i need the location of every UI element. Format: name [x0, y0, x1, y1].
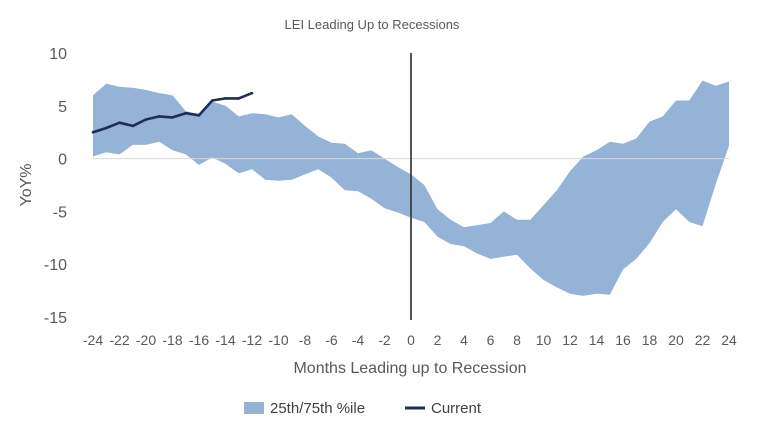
current-series-point [171, 116, 174, 119]
current-series-point [104, 126, 108, 130]
y-tick-label: 0 [58, 152, 67, 169]
y-tick-label: 5 [58, 99, 67, 116]
x-tick-label: -24 [83, 332, 103, 348]
x-tick-label: -10 [268, 332, 288, 348]
current-series-point [144, 118, 148, 121]
x-tick-label: 16 [615, 332, 631, 348]
x-tick-label: 4 [460, 332, 468, 348]
x-tick-label: -20 [136, 332, 156, 348]
current-series-point [131, 124, 135, 128]
x-tick-label: 20 [668, 332, 684, 348]
current-series-point [184, 111, 188, 115]
y-tick-labels: 10 5 0 -5 -10 -15 [44, 46, 67, 327]
x-tick-label: -8 [299, 332, 312, 348]
chart-title: LEI Leading Up to Recessions [285, 17, 460, 32]
legend-band-label: 25th/75th %ile [270, 400, 365, 417]
x-axis-label: Months Leading up to Recession [293, 360, 526, 377]
y-tick-label: -15 [44, 310, 67, 327]
current-series-point [224, 97, 227, 100]
current-series-point [250, 91, 254, 95]
x-tick-label: -4 [352, 332, 365, 348]
legend: 25th/75th %ile Current [244, 400, 482, 417]
x-tick-label: -6 [325, 332, 338, 348]
x-tick-label: 18 [642, 332, 658, 348]
x-tick-label: -12 [242, 332, 262, 348]
x-tick-label: 14 [589, 332, 605, 348]
legend-line-label: Current [431, 400, 482, 417]
current-series-point [118, 121, 121, 124]
x-tick-label: -14 [215, 332, 235, 348]
current-series-point [210, 99, 214, 102]
current-series-point [91, 130, 95, 134]
x-tick-label: 24 [721, 332, 737, 348]
x-tick-label: 8 [513, 332, 521, 348]
x-tick-label: 10 [536, 332, 552, 348]
current-series-point [157, 115, 161, 118]
x-tick-label: -22 [109, 332, 129, 348]
y-axis-label: YoY% [18, 164, 35, 207]
x-tick-label: -16 [189, 332, 209, 348]
y-tick-label: -10 [44, 257, 67, 274]
x-tick-label: -18 [162, 332, 182, 348]
x-tick-label: 0 [407, 332, 415, 348]
x-tick-labels: -24 -22 -20 -18 -16 -14 -12 -10 -8 -6 -4 -2 0 2 4 6 8 10 1… [83, 332, 737, 348]
x-tick-label: -2 [378, 332, 391, 348]
x-tick-label: 12 [562, 332, 578, 348]
current-series-point [197, 114, 201, 117]
current-series-point [237, 97, 241, 100]
y-tick-label: 10 [49, 46, 67, 63]
y-tick-label: -5 [53, 204, 67, 221]
plot-area [91, 53, 729, 320]
x-tick-label: 2 [434, 332, 442, 348]
legend-band-swatch [244, 402, 264, 414]
x-tick-label: 6 [487, 332, 495, 348]
x-tick-label: 22 [695, 332, 711, 348]
